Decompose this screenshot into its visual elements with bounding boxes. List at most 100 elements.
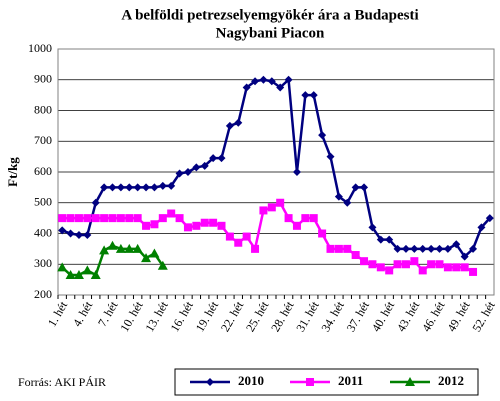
data-point xyxy=(405,377,415,386)
data-point xyxy=(116,214,125,223)
legend-label: 2011 xyxy=(338,373,363,388)
data-point xyxy=(368,223,377,232)
data-point xyxy=(401,244,410,253)
data-point xyxy=(326,244,335,253)
data-point xyxy=(435,244,444,253)
x-tick-label: 46. hét xyxy=(419,298,448,334)
data-point xyxy=(410,257,419,266)
data-point xyxy=(469,267,478,276)
data-point xyxy=(91,198,100,207)
data-point xyxy=(108,214,117,223)
source-note: Forrás: AKI PÁIR xyxy=(18,375,106,389)
data-point xyxy=(360,183,369,192)
x-tick-label: 1. hét xyxy=(45,298,71,329)
y-tick-label: 700 xyxy=(34,133,52,147)
data-point xyxy=(142,183,151,192)
y-tick-label: 900 xyxy=(34,72,52,86)
data-point xyxy=(485,214,494,223)
data-point xyxy=(125,214,134,223)
data-point xyxy=(301,214,310,223)
data-point xyxy=(376,235,385,244)
data-point xyxy=(209,218,218,227)
data-point xyxy=(318,131,327,140)
data-point xyxy=(452,240,461,249)
data-point xyxy=(141,253,152,263)
data-point xyxy=(326,152,335,161)
data-point xyxy=(74,231,83,240)
data-point xyxy=(376,263,385,272)
data-point xyxy=(318,229,327,238)
x-tick-label: 4. hét xyxy=(70,298,96,329)
x-tick-label: 16. hét xyxy=(167,298,196,334)
data-point xyxy=(393,260,402,269)
x-tick-label: 31. hét xyxy=(293,298,322,334)
x-tick-label: 43. hét xyxy=(394,298,423,334)
data-point xyxy=(343,244,352,253)
series-line xyxy=(61,77,491,259)
data-point xyxy=(292,221,301,230)
data-point xyxy=(443,244,452,253)
chart-title: A belföldi petrezselyemgyökér ára a Buda… xyxy=(121,7,418,23)
data-point xyxy=(73,270,84,280)
data-point xyxy=(150,220,159,229)
data-point xyxy=(167,181,176,190)
y-tick-label: 500 xyxy=(34,195,52,209)
data-point xyxy=(259,75,268,84)
data-point xyxy=(435,260,444,269)
data-point xyxy=(427,260,436,269)
data-point xyxy=(91,214,100,223)
data-point xyxy=(90,270,101,280)
y-tick-label: 200 xyxy=(34,287,52,301)
x-tick-label: 13. hét xyxy=(142,298,171,334)
data-point xyxy=(306,378,314,386)
data-point xyxy=(309,91,318,100)
data-point xyxy=(150,183,159,192)
data-point xyxy=(284,75,293,84)
x-tick-label: 40. hét xyxy=(369,298,398,334)
data-point xyxy=(225,232,234,241)
y-tick-label: 400 xyxy=(34,225,52,239)
data-point xyxy=(57,262,68,272)
data-point xyxy=(192,163,201,172)
data-point xyxy=(65,270,76,280)
data-point xyxy=(225,121,234,130)
data-point xyxy=(368,260,377,269)
data-point xyxy=(115,243,126,253)
data-point xyxy=(334,192,343,201)
data-point xyxy=(267,77,276,86)
data-point xyxy=(234,118,243,127)
data-point xyxy=(66,229,75,238)
data-point xyxy=(209,154,218,163)
data-point xyxy=(251,77,260,86)
x-tick-label: 28. hét xyxy=(268,298,297,334)
data-point xyxy=(82,265,93,275)
data-point xyxy=(206,378,214,386)
data-point xyxy=(452,263,461,272)
data-point xyxy=(309,214,318,223)
data-point xyxy=(83,231,92,240)
data-point xyxy=(133,183,142,192)
x-tick-label: 37. hét xyxy=(344,298,373,334)
data-point xyxy=(157,260,168,270)
data-point xyxy=(108,183,117,192)
data-point xyxy=(351,251,360,260)
data-point xyxy=(107,240,118,250)
data-point xyxy=(242,232,251,241)
x-tick-label: 22. hét xyxy=(218,298,247,334)
data-point xyxy=(443,263,452,272)
data-point xyxy=(217,221,226,230)
data-point xyxy=(427,244,436,253)
data-point xyxy=(410,244,419,253)
x-tick-label: 25. hét xyxy=(243,298,272,334)
x-tick-label: 34. hét xyxy=(318,298,347,334)
data-point xyxy=(200,161,209,170)
data-point xyxy=(158,181,167,190)
data-point xyxy=(125,183,134,192)
data-point xyxy=(175,214,184,223)
data-point xyxy=(385,235,394,244)
x-tick-label: 19. hét xyxy=(193,298,222,334)
data-point xyxy=(200,218,209,227)
x-tick-label: 10. hét xyxy=(117,298,146,334)
data-point xyxy=(251,244,260,253)
